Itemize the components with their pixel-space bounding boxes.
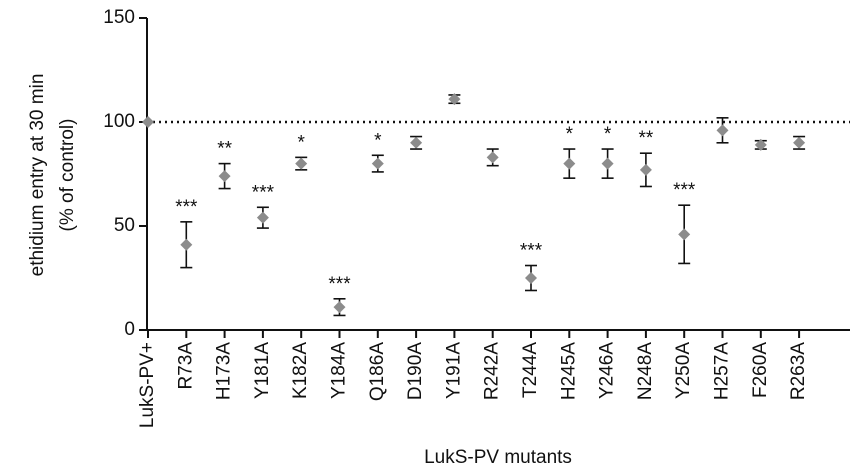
data-point [678,228,691,241]
data-point [218,170,231,183]
data-point [142,116,154,128]
y-tick-label: 100 [103,111,135,132]
data-point [716,124,729,137]
significance-label: * [374,130,382,151]
y-tick-label: 50 [114,215,135,236]
data-point [295,157,308,170]
data-point [754,138,767,151]
data-point [525,272,537,284]
x-tick-label: T244A [520,342,541,398]
x-tick-label: F260A [750,342,771,398]
significance-label: *** [520,241,543,262]
x-tick-label: R73A [175,342,196,390]
x-tick-label: H257A [712,342,733,400]
y-axis-label: (% of control) [57,119,78,232]
data-point [486,151,499,164]
x-axis-label: LukS-PV mutants [424,447,572,468]
data-point [256,211,269,224]
y-axis-label: ethidium entry at 30 min [27,74,48,277]
significance-label: ** [639,128,654,149]
significance-label: *** [328,274,351,295]
x-tick-label: Y191A [443,342,464,399]
significance-label: * [604,124,612,145]
significance-label: * [566,124,574,145]
y-tick-label: 0 [124,319,135,340]
x-tick-label: Q186A [367,342,388,401]
x-tick-label: H245A [558,342,579,400]
x-tick-label: R263A [788,342,809,400]
data-point [180,238,193,251]
data-point [333,301,346,314]
x-tick-label: Y250A [673,342,694,399]
data-point [601,157,614,170]
data-point [410,136,423,149]
y-tick-label: 150 [103,7,135,28]
x-tick-label: D190A [405,342,426,400]
data-point [793,136,806,149]
significance-label: *** [673,180,696,201]
data-point [563,157,576,170]
data-point [448,93,461,106]
significance-label: *** [252,182,275,203]
data-point [639,163,652,176]
x-tick-label: K182A [290,342,311,399]
significance-label: * [297,132,305,153]
x-tick-label: LukS-PV+ [137,342,158,428]
x-tick-label: Y181A [252,342,273,399]
x-tick-label: Y246A [597,342,618,399]
significance-label: *** [175,197,198,218]
data-point [371,157,384,170]
x-tick-label: N248A [635,342,656,400]
x-tick-label: H173A [214,342,235,400]
significance-label: ** [217,139,232,160]
x-tick-label: R242A [482,342,503,400]
x-tick-label: Y184A [329,342,350,399]
